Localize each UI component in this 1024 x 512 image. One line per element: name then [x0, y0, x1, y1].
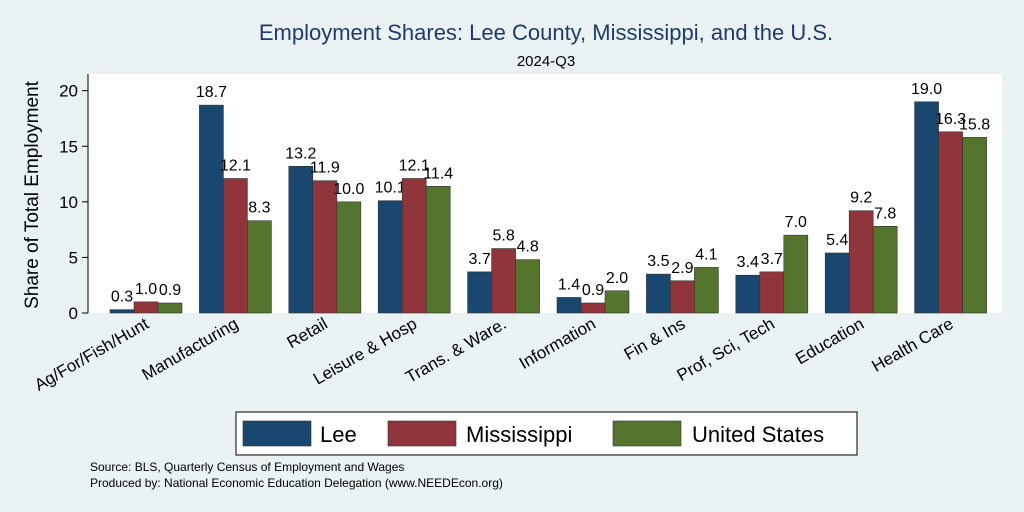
bar-lee-trans-ware [467, 271, 492, 314]
data-label: 2.9 [671, 260, 693, 277]
bar-mississippi-retail [312, 180, 338, 314]
data-label: 12.1 [399, 157, 430, 174]
bar-united-states-fin-ins [694, 267, 719, 314]
legend: Lee Mississippi United States [235, 411, 858, 456]
bar-united-states-health-care [962, 137, 987, 314]
bar-mississippi-fin-ins [670, 280, 695, 314]
bar-lee-prof-sci-tech [735, 274, 761, 314]
legend-label-united-states: United States [692, 422, 824, 447]
legend-swatch-mississippi [387, 420, 457, 447]
data-label: 2.0 [606, 270, 628, 287]
data-label: 0.9 [582, 282, 604, 299]
data-label: 9.2 [850, 190, 872, 207]
bar-lee-manufacturing [199, 104, 224, 314]
x-tick-label: Fin & Ins [621, 314, 689, 364]
data-label: 0.9 [159, 282, 181, 299]
bar-united-states-prof-sci-tech [783, 234, 809, 314]
legend-swatch-united-states [612, 420, 682, 447]
bar-united-states-information [604, 290, 630, 314]
chart-title: Employment Shares: Lee County, Mississip… [259, 20, 833, 45]
data-label: 8.3 [248, 200, 270, 217]
data-label: 1.0 [135, 281, 157, 298]
data-label: 7.8 [874, 205, 896, 222]
data-label: 1.4 [558, 276, 580, 293]
data-label: 12.1 [220, 157, 251, 174]
data-label: 7.0 [785, 214, 807, 231]
data-label: 10.0 [333, 181, 364, 198]
legend-box [235, 411, 858, 456]
bar-united-states-leisure-hosp [425, 185, 451, 314]
legend-swatch-lee [242, 420, 312, 447]
bar-mississippi-prof-sci-tech [759, 271, 785, 314]
data-label: 4.1 [695, 246, 717, 263]
data-label: 0.3 [111, 289, 133, 306]
source-note: Source: BLS, Quarterly Census of Employm… [90, 460, 404, 474]
data-label: 11.9 [310, 160, 340, 177]
x-tick-label: Retail [284, 314, 331, 352]
legend-label-lee: Lee [320, 422, 357, 447]
data-label: 11.4 [423, 165, 453, 182]
legend-label-mississippi: Mississippi [466, 422, 572, 447]
bar-mississippi-ag-for-fish-hunt [133, 301, 159, 314]
x-tick-label: Prof, Sci, Tech [674, 314, 778, 385]
data-label: 19.0 [911, 81, 942, 98]
bar-lee-leisure-hosp [377, 200, 403, 314]
x-tick-label: Information [516, 314, 599, 373]
bar-mississippi-health-care [938, 131, 963, 314]
bar-united-states-trans-ware [515, 259, 540, 314]
chart-subtitle: 2024-Q3 [517, 53, 575, 70]
x-tick-label: Health Care [869, 314, 957, 376]
bar-mississippi-information [580, 302, 606, 314]
data-label: 15.8 [959, 116, 990, 133]
bar-mississippi-leisure-hosp [401, 178, 427, 314]
data-label: 3.4 [737, 254, 759, 271]
bar-lee-health-care [914, 101, 939, 314]
data-label: 3.7 [468, 251, 490, 268]
bar-lee-ag-for-fish-hunt [109, 309, 135, 314]
data-label: 3.5 [647, 253, 669, 270]
x-tick-label: Manufacturing [139, 314, 242, 384]
bar-mississippi-manufacturing [223, 178, 248, 314]
x-tick-label: Trans. & Ware. [402, 314, 509, 387]
bar-lee-retail [288, 165, 314, 314]
data-label: 18.7 [196, 84, 227, 101]
bar-mississippi-education [848, 210, 874, 314]
y-axis-label: Share of Total Employment [22, 80, 43, 308]
data-label: 13.2 [285, 145, 316, 162]
bar-united-states-manufacturing [247, 220, 272, 314]
x-tick-label: Education [792, 314, 867, 368]
data-label: 10.1 [375, 180, 406, 197]
data-label: 16.3 [935, 111, 966, 128]
y-tick-label: 20 [59, 82, 78, 101]
bar-lee-fin-ins [646, 273, 671, 314]
bar-united-states-retail [336, 201, 362, 314]
data-label: 3.7 [761, 251, 783, 268]
y-tick-label: 10 [59, 193, 78, 212]
bar-united-states-ag-for-fish-hunt [157, 302, 183, 314]
data-label: 5.4 [826, 232, 848, 249]
data-label: 5.8 [492, 228, 514, 245]
produced-by-note: Produced by: National Economic Education… [90, 476, 503, 490]
bar-lee-information [556, 297, 582, 314]
x-tick-label: Ag/For/Fish/Hunt [31, 314, 152, 395]
y-tick-label: 15 [59, 137, 78, 156]
bar-lee-education [824, 252, 850, 314]
y-tick-label: 5 [69, 248, 78, 267]
bar-mississippi-trans-ware [491, 248, 516, 314]
data-label: 4.8 [516, 239, 538, 256]
y-tick-label: 0 [69, 304, 78, 323]
bar-united-states-education [872, 225, 898, 314]
